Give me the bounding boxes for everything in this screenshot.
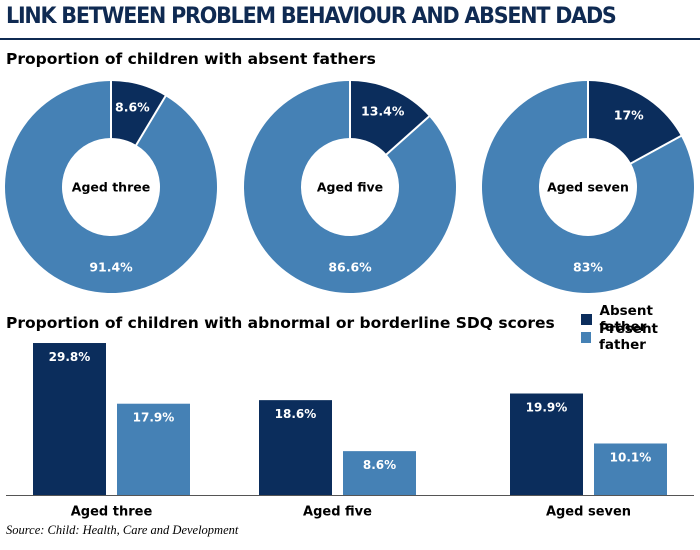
legend-label-absent: Absent father (599, 303, 653, 335)
donut-label-absent: 13.4% (361, 103, 405, 118)
slice-separator (385, 114, 431, 156)
bar-present (343, 451, 416, 495)
bar-present (594, 443, 667, 495)
bar-value-label: 17.9% (133, 411, 175, 425)
bar-absent (510, 393, 583, 495)
donut-slice-absent (350, 81, 430, 155)
bar-value-label: 18.6% (275, 407, 317, 421)
bar-present (117, 403, 190, 495)
source-note: Source: Child: Health, Care and Developm… (6, 523, 239, 537)
slice-separator (134, 94, 167, 147)
donut-label-present: 83% (573, 260, 603, 275)
legend-item-absent: Absent father (581, 303, 700, 335)
donut-slice-absent (588, 81, 681, 164)
bar-absent (33, 343, 106, 495)
legend-swatch-present (581, 331, 592, 343)
bar-section-title: Proportion of children with abnormal or … (6, 314, 555, 332)
legend-item-present: Present father (581, 321, 700, 353)
donut-slice-present (481, 81, 694, 294)
donut-section-title: Proportion of children with absent fathe… (6, 50, 376, 68)
donut-label-present: 86.6% (328, 260, 372, 275)
donut-label-absent: 8.6% (115, 99, 150, 114)
bar-value-label: 10.1% (610, 450, 652, 464)
bar-value-label: 8.6% (363, 458, 396, 472)
legend: Absent father Present father (581, 303, 700, 353)
bar-absent (259, 400, 332, 495)
x-tick-label: Aged five (303, 505, 372, 520)
donut-center-label: Aged five (317, 180, 383, 195)
donut-center-label: Aged three (72, 180, 150, 195)
bar-value-label: 29.8% (49, 350, 91, 364)
donut-label-absent: 17% (614, 108, 644, 123)
page-title: LINK BETWEEN PROBLEM BEHAVIOUR AND ABSEN… (6, 4, 617, 29)
x-tick-label: Aged three (71, 505, 153, 520)
slice-separator (629, 134, 683, 165)
x-tick-label: Aged seven (546, 505, 631, 520)
donut-center-label: Aged seven (547, 180, 629, 195)
donut-label-present: 91.4% (89, 260, 133, 275)
donut-slice-absent (111, 81, 166, 145)
bar-value-label: 19.9% (526, 401, 568, 415)
donut-slice-present (5, 81, 218, 293)
legend-label-present: Present father (599, 321, 659, 353)
donut-slice-present (244, 81, 457, 293)
legend-swatch-absent (581, 313, 592, 325)
title-rule (0, 38, 700, 40)
